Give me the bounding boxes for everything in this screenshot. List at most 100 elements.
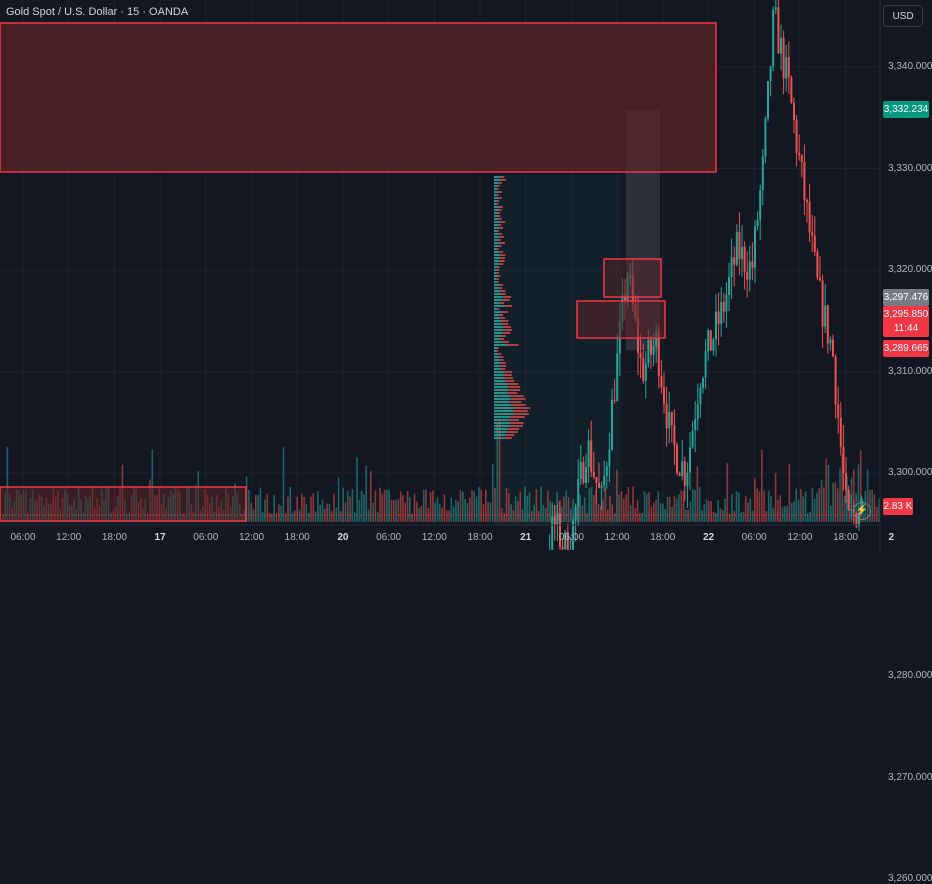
profile-bar-up: [494, 326, 504, 328]
volume-bar: [666, 496, 669, 522]
candle-body: [613, 399, 616, 401]
volume-bar: [427, 508, 430, 522]
candle-body: [616, 353, 619, 401]
volume-bar: [448, 510, 450, 522]
volume-bar: [487, 501, 489, 522]
profile-bar-down: [500, 293, 506, 295]
volume-bar: [811, 488, 814, 522]
profile-bar-down: [496, 350, 499, 352]
volume-bar: [264, 499, 266, 522]
profile-bar-up: [494, 185, 498, 187]
profile-bar-down: [498, 227, 503, 229]
volume-bar: [586, 513, 588, 522]
volume-bar: [634, 507, 637, 522]
profile-bar-down: [511, 404, 526, 406]
volume-bar: [790, 502, 793, 522]
profile-bar-down: [497, 275, 501, 277]
candle-body: [663, 387, 665, 404]
profile-bar-up: [494, 266, 498, 268]
supply-zones: [0, 22, 717, 339]
candle-body: [652, 346, 655, 355]
volume-bar: [567, 497, 570, 522]
volume-bar: [795, 488, 798, 522]
volume-bar: [275, 512, 278, 522]
profile-bar-down: [499, 284, 504, 286]
y-tick-label: 3,330.000: [888, 162, 932, 174]
candle-body: [837, 404, 840, 418]
profile-bar-down: [496, 308, 500, 310]
volume-bar: [800, 489, 802, 522]
profile-bar-up: [494, 281, 497, 283]
candle-body: [746, 271, 749, 280]
profile-bar-down: [498, 209, 502, 211]
x-tick-label: 2: [888, 532, 895, 543]
volume-bar: [678, 494, 680, 522]
candle-body: [582, 462, 585, 483]
volume-bar: [151, 449, 154, 522]
volume-bar: [464, 498, 466, 522]
volume-bar: [754, 478, 756, 522]
volume-bar: [703, 504, 706, 522]
x-tick-label: 17: [154, 532, 166, 543]
volume-bar: [317, 491, 319, 522]
volume-bar: [710, 500, 712, 522]
profile-bar-up: [494, 302, 500, 304]
chart-area[interactable]: [0, 0, 932, 550]
volume-bar: [876, 507, 878, 522]
volume-bar: [326, 503, 328, 522]
candle-body: [608, 449, 611, 467]
volume-bar: [344, 502, 347, 522]
volume-bar: [671, 507, 673, 522]
profile-bar-up: [494, 350, 497, 352]
volume-bar: [255, 495, 257, 522]
volume-bar: [494, 488, 496, 522]
profile-bar-up: [494, 344, 508, 346]
lightning-icon[interactable]: ⚡: [853, 502, 871, 520]
volume-bar: [333, 493, 335, 522]
candle-body: [676, 445, 678, 474]
candle-body: [795, 120, 798, 153]
profile-bar-down: [512, 410, 528, 412]
candle-body: [639, 352, 642, 358]
profile-bar-up: [494, 242, 501, 244]
profile-bar-down: [501, 323, 509, 325]
candle-body: [764, 118, 767, 157]
volume-bar: [459, 490, 462, 522]
volume-bar: [839, 468, 841, 522]
volume-bar: [372, 502, 374, 522]
profile-bar-down: [501, 311, 509, 313]
candle-body: [660, 376, 663, 388]
candle-body: [561, 546, 564, 550]
symbol-title[interactable]: Gold Spot / U.S. Dollar · 15 · OANDA: [6, 6, 189, 18]
profile-bar-up: [494, 428, 508, 430]
candle-body: [780, 37, 782, 54]
volume-bar: [846, 476, 848, 522]
profile-bar-up: [494, 392, 507, 394]
volume-bar: [832, 482, 834, 522]
candle-body: [813, 235, 816, 252]
volume-bar: [347, 491, 349, 522]
profile-bar-up: [494, 278, 497, 280]
volume-bar: [613, 513, 616, 522]
price-label-upper: 3,332.234: [883, 101, 929, 118]
profile-bar-down: [496, 278, 499, 280]
x-tick-label: 18:00: [833, 532, 859, 543]
volume-bar: [296, 496, 298, 522]
volume-bar: [781, 507, 784, 522]
volume-bar: [330, 511, 333, 522]
volume-bar: [558, 501, 561, 522]
volume-bar: [549, 500, 551, 522]
volume-bar: [641, 512, 643, 522]
candle-body: [590, 440, 593, 472]
volume-bar: [664, 508, 666, 522]
profile-bar-down: [500, 365, 507, 367]
profile-bar-up: [494, 323, 502, 325]
volume-bar: [797, 499, 800, 522]
profile-bar-up: [494, 332, 503, 334]
volume-bar: [319, 504, 321, 522]
currency-button[interactable]: USD: [883, 5, 923, 27]
volume-bar: [450, 497, 453, 522]
volume-bar: [540, 486, 542, 522]
profile-bar-down: [496, 347, 499, 349]
profile-bar-down: [509, 425, 523, 427]
